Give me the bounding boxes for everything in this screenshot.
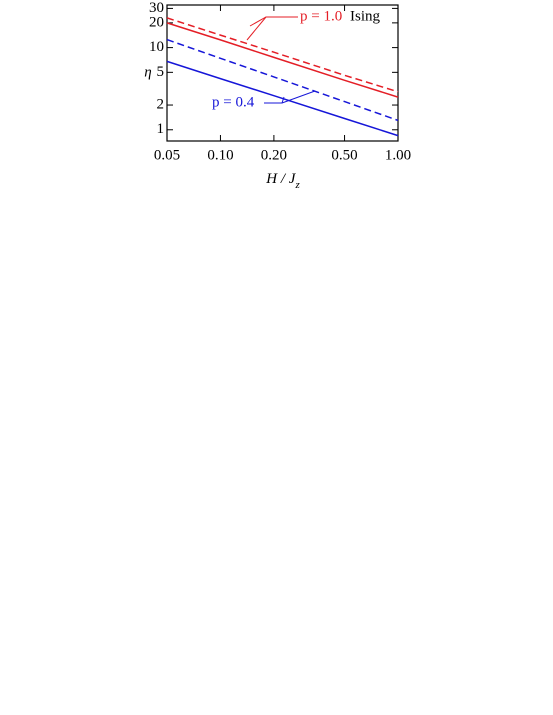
y-tick-label: 30 — [149, 0, 164, 16]
x-tick-label: 0.50 — [331, 147, 357, 163]
annotation: Ising — [350, 8, 381, 24]
y-tick-label: 5 — [157, 64, 165, 80]
y-tick-label: 10 — [149, 39, 164, 55]
y-tick-label: 1 — [157, 121, 165, 137]
x-axis-label: H / Jz — [265, 171, 300, 190]
y-tick-label: 20 — [149, 14, 164, 30]
series-line — [166, 22, 399, 98]
arrow — [281, 90, 316, 104]
x-label-sub: z — [294, 179, 300, 191]
y-axis-label: η — [144, 64, 151, 80]
x-tick-label: 0.05 — [154, 147, 180, 163]
plot-frame — [166, 4, 399, 142]
x-tick-label: 0.20 — [261, 147, 287, 163]
x-label-main: H / J — [265, 171, 297, 187]
series-line — [166, 38, 399, 122]
series-line — [166, 17, 399, 93]
x-tick-label: 0.10 — [207, 147, 233, 163]
arrow — [246, 16, 267, 41]
series-line — [166, 60, 399, 137]
x-tick-label: 1.00 — [385, 147, 411, 163]
annotation: p = 1.0 — [300, 8, 342, 24]
y-tick-label: 2 — [157, 96, 165, 112]
annotation: p = 0.4 — [212, 94, 255, 110]
